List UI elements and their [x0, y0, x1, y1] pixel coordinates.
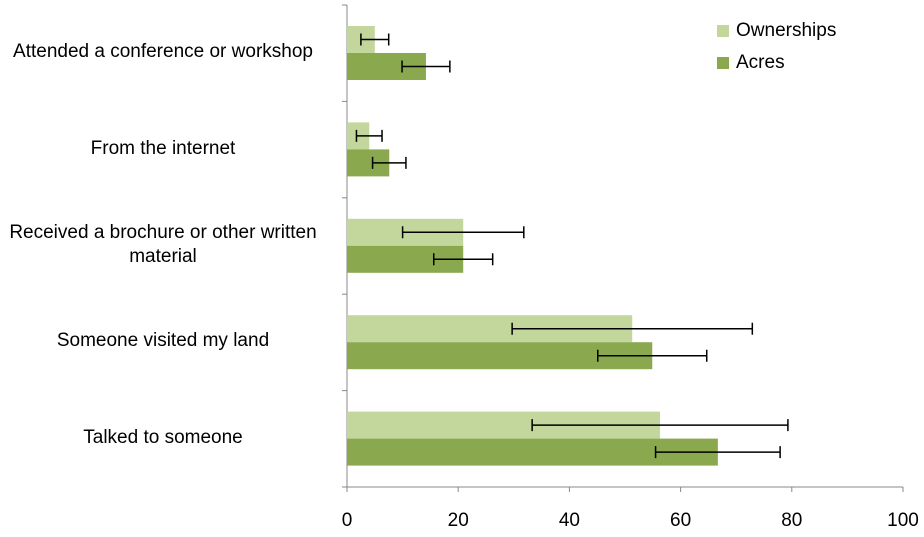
legend-label: Acres: [736, 52, 785, 73]
category-label: From the internet: [90, 137, 236, 159]
error-bar: [355, 129, 383, 142]
x-tick-label: 0: [342, 510, 353, 531]
error-bar: [432, 253, 494, 266]
error-bar: [401, 226, 525, 239]
error-bar: [360, 33, 390, 46]
x-tick-label: 80: [781, 510, 802, 531]
legend-swatch: [717, 25, 729, 37]
category-label: Attended a conference or workshop: [13, 41, 313, 63]
x-tick-label: 100: [887, 510, 919, 531]
legend-swatch: [717, 57, 729, 69]
x-tick-label: 40: [559, 510, 580, 531]
category-label: Someone visited my land: [56, 330, 270, 352]
error-bar: [371, 156, 407, 169]
x-tick-label: 60: [670, 510, 691, 531]
error-bar: [654, 446, 781, 459]
category-label: Talked to someone: [83, 426, 243, 448]
error-bar: [511, 322, 754, 335]
x-tick-label: 20: [448, 510, 469, 531]
category-label: Received a brochure or other written mat…: [9, 222, 317, 267]
legend-label: Ownerships: [736, 20, 836, 41]
error-bar: [597, 349, 708, 362]
error-bar: [531, 419, 789, 432]
error-bar: [401, 60, 451, 73]
